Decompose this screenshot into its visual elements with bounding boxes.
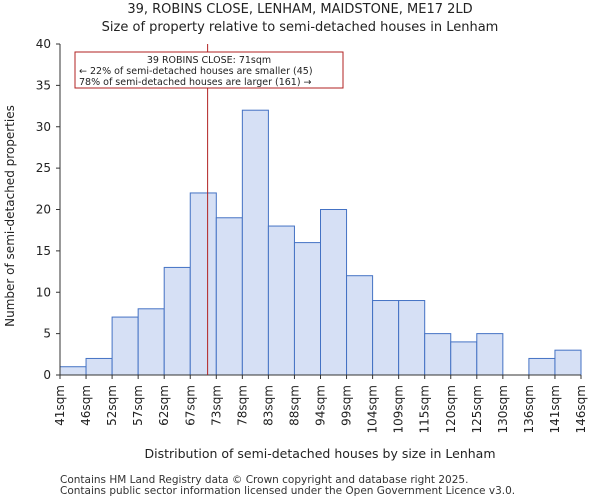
- bar-52sqm: [111, 316, 139, 376]
- x-tick-label: 99sqm: [340, 385, 354, 426]
- bar-46sqm: [85, 357, 113, 376]
- x-tick-label: 125sqm: [470, 385, 484, 433]
- bar-73sqm: [215, 217, 243, 376]
- x-tick-label: 41sqm: [53, 385, 67, 426]
- y-tick-label: 15: [36, 244, 51, 258]
- x-tick-label: 130sqm: [496, 385, 510, 433]
- bar-99sqm: [346, 275, 374, 376]
- x-tick-label: 109sqm: [392, 385, 406, 433]
- bar-125sqm: [476, 333, 504, 376]
- footer-line-2: Contains public sector information licen…: [60, 485, 516, 497]
- x-axis-label: Distribution of semi-detached houses by …: [144, 446, 495, 461]
- x-tick-label: 104sqm: [366, 385, 380, 433]
- bar-104sqm: [372, 300, 400, 376]
- bar-120sqm: [450, 341, 478, 376]
- bar-83sqm: [267, 225, 295, 376]
- x-tick-label: 67sqm: [183, 385, 197, 426]
- x-tick-label: 136sqm: [522, 385, 536, 433]
- x-tick-label: 78sqm: [235, 385, 249, 426]
- y-tick-label: 40: [36, 37, 51, 51]
- x-tick-label: 94sqm: [314, 385, 328, 426]
- x-tick-label: 146sqm: [574, 385, 588, 433]
- annotation-box: 39 ROBINS CLOSE: 71sqm ← 22% of semi-det…: [74, 51, 344, 89]
- x-tick-label: 52sqm: [105, 385, 119, 426]
- x-tick-label: 115sqm: [418, 385, 432, 433]
- chart-title: 39, ROBINS CLOSE, LENHAM, MAIDSTONE, ME1…: [127, 2, 473, 17]
- x-tick-label: 62sqm: [157, 385, 171, 426]
- x-tick-label: 57sqm: [131, 385, 145, 426]
- y-tick-label: 20: [36, 203, 51, 217]
- bar-67sqm: [189, 192, 217, 376]
- bar-141sqm: [554, 349, 582, 376]
- x-tick-label: 83sqm: [261, 385, 275, 426]
- bar-57sqm: [137, 308, 165, 376]
- bar-62sqm: [163, 266, 191, 376]
- bar-136sqm: [528, 357, 556, 376]
- y-tick-label: 30: [36, 120, 51, 134]
- bar-115sqm: [424, 333, 452, 376]
- annotation-larger: 78% of semi-detached houses are larger (…: [79, 77, 312, 88]
- x-tick-label: 120sqm: [444, 385, 458, 433]
- chart-subtitle: Size of property relative to semi-detach…: [101, 20, 499, 35]
- y-tick-label: 5: [43, 327, 51, 341]
- bar-78sqm: [241, 109, 269, 376]
- x-tick-label: 46sqm: [79, 385, 93, 426]
- bar-94sqm: [320, 209, 348, 376]
- y-tick-label: 35: [36, 78, 51, 92]
- y-tick-label: 10: [36, 285, 51, 299]
- footer-line-1: Contains HM Land Registry data © Crown c…: [60, 474, 469, 486]
- y-axis-label: Number of semi-detached properties: [3, 105, 17, 327]
- x-tick-label: 88sqm: [287, 385, 301, 426]
- bar-88sqm: [293, 242, 322, 376]
- y-tick-label: 0: [43, 368, 51, 382]
- y-tick-label: 25: [36, 161, 51, 175]
- bar-41sqm: [59, 366, 87, 376]
- x-tick-label: 73sqm: [209, 385, 223, 426]
- annotation-title: 39 ROBINS CLOSE: 71sqm: [147, 55, 271, 66]
- x-tick-label: 141sqm: [548, 385, 562, 433]
- bar-109sqm: [398, 300, 426, 376]
- annotation-smaller: ← 22% of semi-detached houses are smalle…: [79, 66, 313, 77]
